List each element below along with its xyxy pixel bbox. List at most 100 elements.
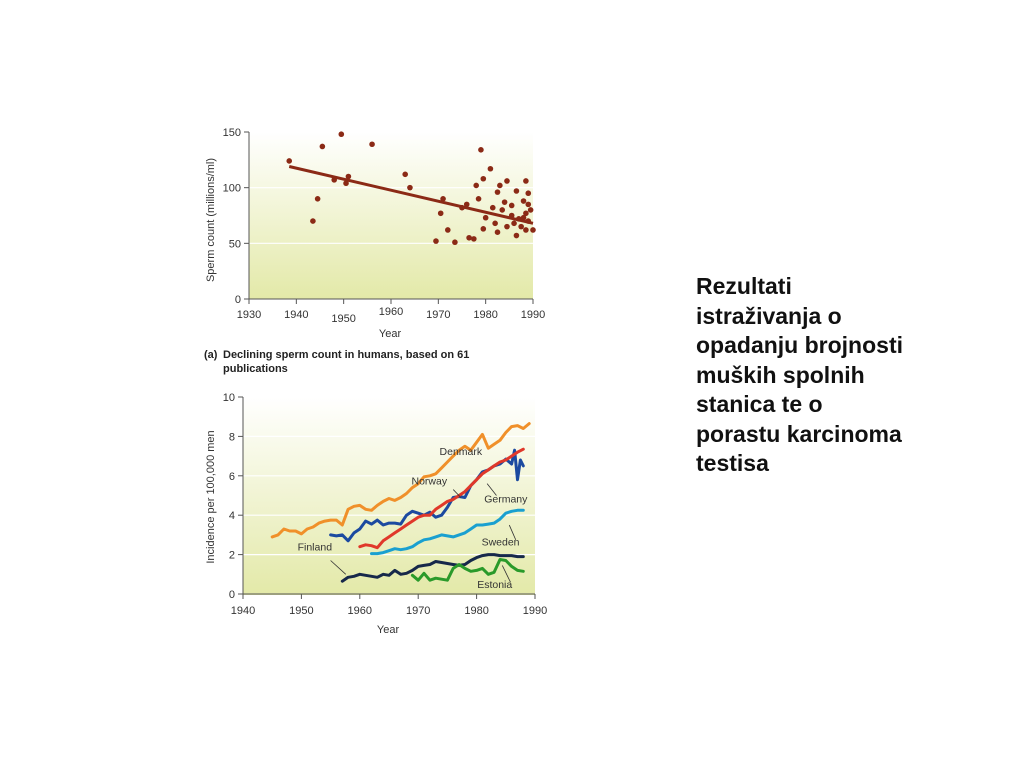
chart-b-x-tick-label: 1940: [231, 605, 255, 617]
chart-b-y-tick-label: 6: [229, 471, 235, 483]
chart-a-caption-line-1: Declining sperm count in humans, based o…: [223, 349, 469, 361]
chart-a-caption-label: (a): [204, 349, 218, 361]
trend-line: [288, 165, 534, 225]
slide-description-text: Rezultati istraživanja o opadanju brojno…: [696, 273, 903, 476]
scatter-point: [286, 158, 293, 164]
scatter-point: [511, 220, 517, 227]
chart-a-y-ticks: 0 50 100 150: [223, 127, 249, 306]
series-label-estonia: Estonia: [477, 579, 512, 591]
scatter-point: [518, 223, 524, 230]
scatter-point: [523, 227, 529, 233]
chart-a-plot-background: [249, 132, 533, 299]
chart-b-series-labels: Denmark Norway Germany Sweden Finland Estonia: [298, 446, 529, 591]
scatter-point: [513, 232, 520, 239]
scatter-point: [504, 223, 510, 230]
series-line-denmark: [270, 422, 531, 539]
scatter-point: [508, 202, 515, 209]
scatter-point: [499, 207, 506, 213]
chart-a-x-tick-label: 1970: [426, 309, 450, 321]
chart-a-y-tick-label: 0: [235, 294, 241, 306]
series-label-norway: Norway: [411, 476, 447, 488]
chart-a-y-tick-label: 50: [229, 238, 241, 250]
chart-b-x-tick-label: 1960: [348, 605, 372, 617]
scatter-point: [445, 227, 451, 233]
scatter-point: [501, 199, 508, 205]
chart-b-y-tick-label: 0: [229, 589, 235, 601]
scatter-point: [471, 236, 477, 242]
chart-a-x-tick-label: 1940: [284, 309, 308, 321]
scatter-point: [475, 196, 482, 202]
scatter-point: [402, 171, 409, 178]
chart-b-y-tick-label: 4: [229, 510, 235, 522]
scatter-point: [489, 204, 496, 211]
scatter-point: [494, 229, 501, 235]
scatter-point: [319, 143, 326, 150]
chart-a-y-tick-label: 150: [223, 127, 241, 139]
scatter-point: [466, 234, 472, 241]
series-line-sweden: [370, 508, 525, 556]
leader-line-sweden: [508, 524, 517, 540]
leader-line-estonia: [501, 565, 511, 583]
scatter-point: [440, 196, 446, 202]
leader-line-finland: [330, 560, 347, 575]
scatter-point: [433, 238, 439, 244]
chart-a-x-tick-label: 1950: [331, 313, 355, 325]
chart-b-series-lines: [270, 422, 531, 583]
scatter-point: [520, 198, 527, 204]
series-line-germany: [358, 447, 525, 550]
chart-b-y-ticks: 0 2 4 6 8 10: [223, 392, 243, 601]
chart-b-y-axis-title: Incidence per 100,000 men: [205, 430, 217, 563]
scatter-point: [369, 141, 375, 148]
scatter-point: [437, 210, 444, 217]
chart-b-x-tick-label: 1990: [523, 605, 547, 617]
scatter-point: [338, 131, 345, 138]
scatter-point: [452, 239, 458, 246]
scatter-point: [494, 189, 501, 195]
leader-line-norway: [452, 489, 462, 498]
chart-a-x-tick-label: 1960: [379, 306, 403, 318]
scatter-point: [314, 196, 321, 202]
series-label-denmark: Denmark: [440, 446, 483, 458]
scatter-point: [480, 226, 487, 232]
scatter-point: [407, 184, 413, 191]
chart-a-x-tick-label: 1990: [521, 309, 545, 321]
chart-a-caption-line-2: publications: [223, 363, 288, 375]
chart-a-gridlines: [249, 131, 533, 244]
chart-b-x-tick-label: 1950: [289, 605, 313, 617]
scatter-point: [530, 227, 536, 233]
chart-a-y-axis-title: Sperm count (millions/ml): [205, 158, 217, 282]
chart-b-axes: [242, 397, 535, 595]
chart-a-x-axis-title: Year: [379, 328, 402, 340]
testicular-cancer-chart: 0 2 4 6 8 10 1940 1950 1960 1970 1980 1990 Denmark…: [205, 392, 547, 636]
chart-b-y-tick-label: 2: [229, 550, 235, 562]
leader-line-germany: [486, 483, 497, 496]
scatter-point: [520, 214, 527, 221]
chart-a-y-tick-label: 100: [223, 183, 241, 195]
scatter-point: [480, 175, 487, 182]
scatter-point: [482, 214, 489, 221]
scatter-point: [525, 201, 532, 208]
scatter-point: [523, 210, 529, 217]
series-line-finland: [340, 553, 525, 583]
series-label-finland: Finland: [298, 542, 333, 554]
scatter-point: [463, 201, 470, 208]
chart-b-plot-background: [243, 397, 535, 595]
scatter-point: [473, 182, 480, 189]
scatter-point: [497, 182, 503, 189]
chart-b-x-tick-label: 1980: [464, 605, 488, 617]
chart-b-x-ticks: 1940 1950 1960 1970 1980 1990: [231, 594, 547, 617]
scatter-point: [478, 147, 484, 153]
scatter-point: [492, 220, 498, 227]
scatter-point: [523, 178, 529, 184]
sperm-count-chart: 0 50 100 150 1930 1940 1950 1960 1970 1980 1990 S…: [204, 127, 545, 375]
scatter-point: [527, 207, 534, 213]
scatter-point: [504, 178, 510, 184]
chart-b-x-axis-title: Year: [377, 624, 400, 636]
chart-b-y-tick-label: 8: [229, 431, 235, 443]
scatter-point: [310, 218, 316, 224]
chart-a-x-ticks: 1930 1940 1950 1960 1970 1980 1990: [237, 299, 545, 325]
chart-b-y-tick-label: 10: [223, 392, 235, 404]
scatter-point: [487, 165, 494, 172]
